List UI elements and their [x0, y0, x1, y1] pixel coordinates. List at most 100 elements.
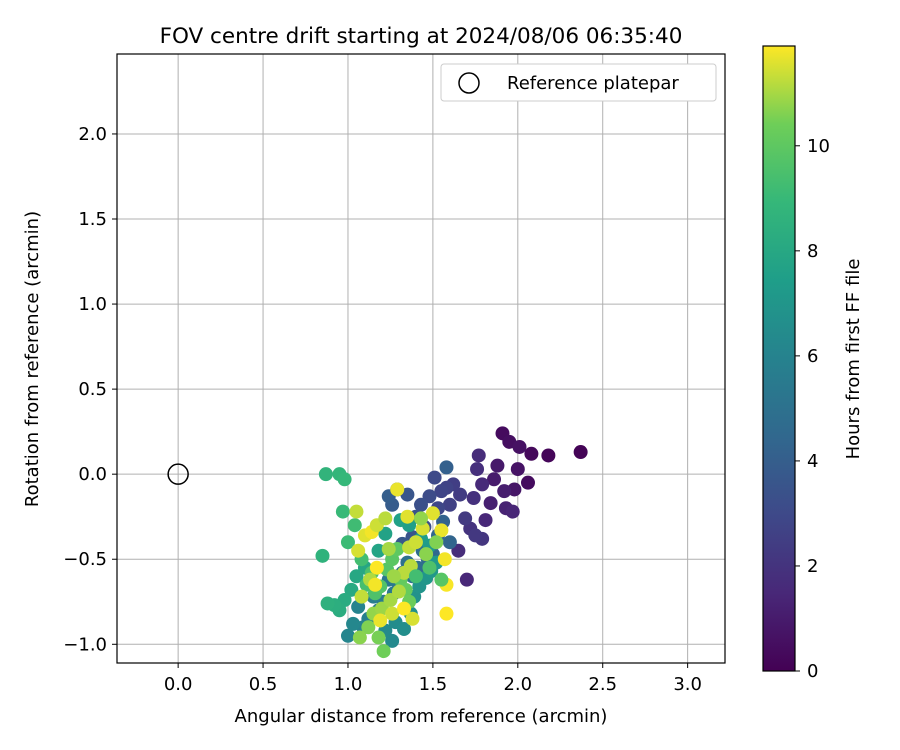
x-axis-ticks: 0.0 0.5 1.0 1.5 2.0 2.5 3.0	[164, 663, 702, 695]
colorbar-tick-label: 10	[807, 136, 830, 157]
x-tick-label: 1.0	[334, 674, 363, 695]
data-point	[373, 613, 388, 628]
data-point	[346, 616, 361, 631]
legend-box	[440, 63, 717, 102]
y-tick-label: 1.5	[78, 209, 107, 230]
colorbar-ticks: 0 2 4 6 8 10	[795, 136, 830, 682]
y-tick-label: 0.5	[78, 379, 107, 400]
data-point	[397, 601, 412, 616]
x-tick-label: 0.0	[164, 674, 193, 695]
colorbar: 0 2 4 6 8 10 Hours from first FF file	[762, 45, 864, 682]
data-point	[378, 526, 393, 541]
colorbar-tick-label: 4	[807, 451, 818, 472]
y-tick-label: −1.0	[63, 634, 107, 655]
data-point	[315, 548, 330, 563]
data-point	[371, 630, 386, 645]
data-point	[439, 460, 454, 475]
x-tick-label: 2.5	[588, 674, 617, 695]
x-tick-label: 2.0	[503, 674, 532, 695]
data-point	[524, 446, 539, 461]
colorbar-tick-label: 8	[807, 241, 818, 262]
colorbar-gradient	[762, 45, 796, 672]
chart-title: FOV centre drift starting at 2024/08/06 …	[160, 24, 683, 49]
y-axis-label: Rotation from reference (arcmin)	[22, 211, 43, 507]
data-point	[520, 475, 535, 490]
data-point	[459, 572, 474, 587]
data-point	[487, 472, 502, 487]
data-point	[434, 523, 449, 538]
data-point	[510, 462, 525, 477]
data-point	[512, 439, 527, 454]
x-axis-label: Angular distance from reference (arcmin)	[235, 706, 608, 727]
data-point	[541, 448, 556, 463]
y-tick-label: 0.0	[78, 464, 107, 485]
data-point	[470, 462, 485, 477]
data-point	[483, 496, 498, 511]
data-point	[414, 497, 428, 512]
data-point	[352, 630, 367, 645]
grid-lines	[117, 54, 725, 663]
data-point	[414, 511, 428, 526]
data-point	[347, 518, 362, 533]
x-tick-label: 0.5	[249, 674, 278, 695]
data-point	[400, 509, 415, 524]
data-point	[390, 482, 405, 497]
data-point	[408, 569, 423, 584]
colorbar-label: Hours from first FF file	[843, 259, 864, 460]
data-point	[391, 584, 406, 599]
data-point	[351, 543, 366, 558]
data-point	[318, 467, 333, 482]
y-tick-label: 1.0	[78, 294, 107, 315]
data-point	[490, 458, 505, 473]
data-point	[468, 528, 483, 543]
data-point	[573, 445, 588, 460]
data-point	[427, 470, 442, 485]
data-point	[408, 535, 423, 550]
data-point	[340, 628, 355, 643]
data-point	[381, 542, 396, 557]
data-point	[434, 484, 449, 499]
data-point	[337, 472, 352, 487]
data-point	[368, 577, 383, 592]
data-point	[422, 560, 437, 575]
x-tick-label: 1.5	[419, 674, 448, 695]
data-point	[344, 582, 359, 597]
reference-platepar-marker	[167, 463, 189, 485]
data-point	[505, 504, 520, 519]
data-point	[340, 535, 355, 550]
colorbar-tick-label: 6	[807, 346, 818, 367]
data-point	[453, 487, 468, 502]
legend-reference-marker	[458, 72, 480, 94]
data-point	[475, 477, 490, 492]
colorbar-tick-label: 0	[807, 661, 818, 682]
data-point	[354, 589, 369, 604]
data-point	[422, 489, 437, 504]
data-point	[349, 569, 364, 584]
data-point	[437, 552, 452, 567]
data-point	[378, 511, 393, 526]
data-point	[386, 569, 401, 584]
data-point	[361, 620, 376, 635]
data-point	[376, 644, 391, 659]
data-point	[434, 572, 449, 587]
legend-reference-label: Reference platepar	[507, 73, 679, 94]
plot-frame	[116, 53, 726, 664]
data-point	[385, 606, 400, 621]
data-point	[429, 535, 444, 550]
y-axis-ticks: −1.0 −0.5 0.0 0.5 1.0 1.5 2.0	[63, 124, 117, 655]
data-point	[383, 593, 398, 608]
data-point	[497, 484, 512, 499]
x-tick-label: 3.0	[673, 674, 702, 695]
data-points	[315, 426, 588, 659]
data-point	[335, 504, 350, 519]
data-point	[385, 633, 400, 648]
data-point	[369, 560, 384, 575]
data-point	[451, 543, 466, 558]
data-point	[478, 513, 493, 528]
y-tick-label: −0.5	[63, 549, 107, 570]
colorbar-tick-label: 2	[807, 556, 818, 577]
data-point	[471, 448, 486, 463]
data-point	[405, 611, 420, 626]
data-point	[349, 504, 364, 519]
